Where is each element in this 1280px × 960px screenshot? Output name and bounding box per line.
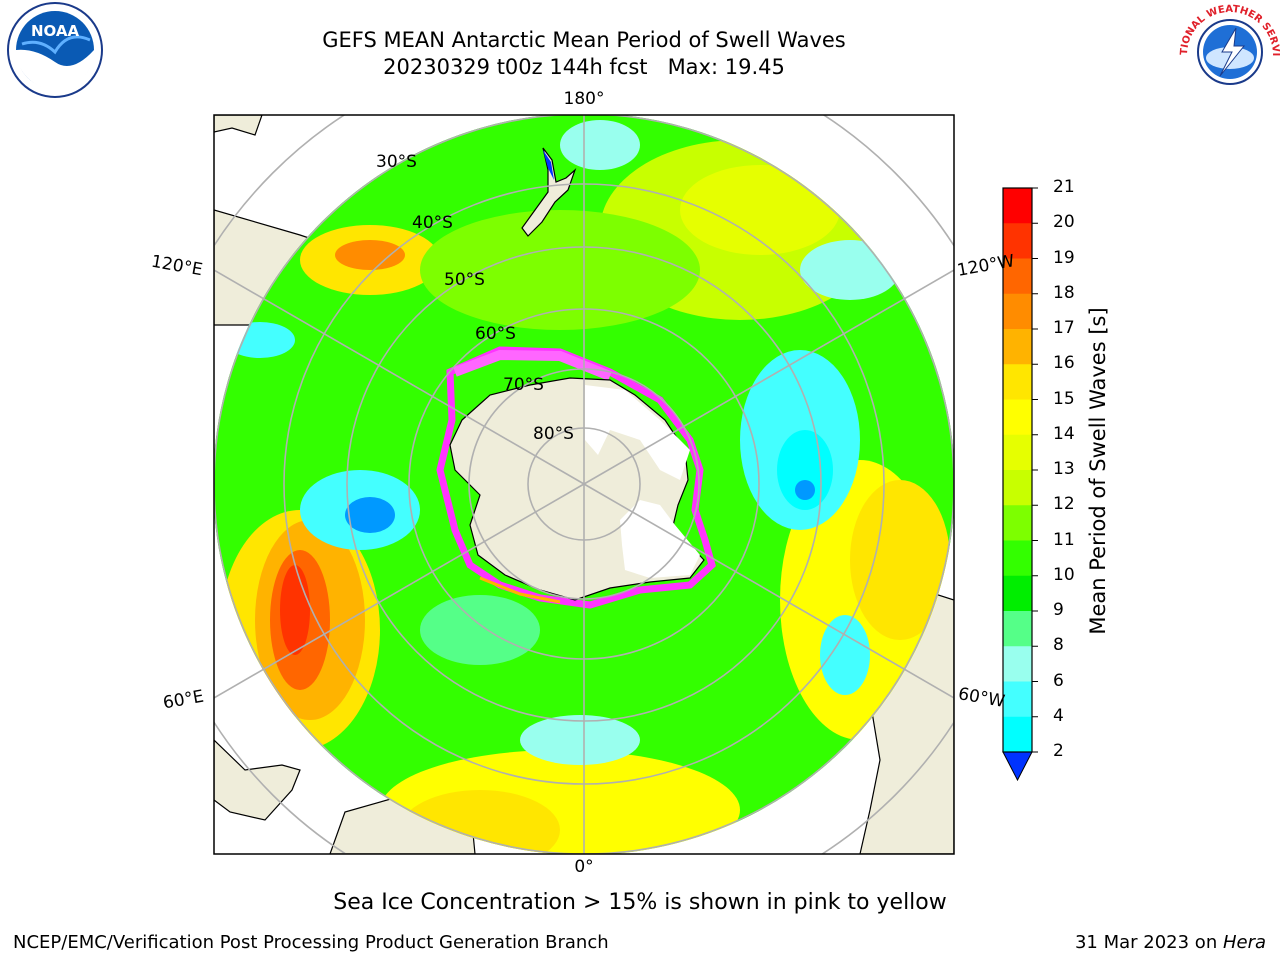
map-frame xyxy=(213,114,955,855)
colorbar-tick-label: 17 xyxy=(1053,318,1075,338)
producer-credit: NCEP/EMC/Verification Post Processing Pr… xyxy=(13,932,609,953)
colorbar-tick-label: 10 xyxy=(1053,564,1075,585)
colorbar-segment xyxy=(1003,188,1032,224)
colorbar-tick-label: 14 xyxy=(1053,423,1075,444)
noaa-logo-text: NOAA xyxy=(31,22,80,40)
colorbar-segment xyxy=(1003,293,1032,330)
chart-title: GEFS MEAN Antarctic Mean Period of Swell… xyxy=(322,28,846,52)
parallel-label-40s: 40°S xyxy=(412,213,453,233)
colorbar-segment xyxy=(1003,575,1032,612)
colorbar-title: Mean Period of Swell Waves [s] xyxy=(1086,307,1110,635)
run-date-credit: 31 Mar 2023 on Hera xyxy=(1075,932,1266,953)
colorbar-tick-label: 20 xyxy=(1053,212,1075,233)
colorbar-extend-arrow xyxy=(1002,751,1033,782)
parallel-label-80s: 80°S xyxy=(533,424,574,444)
colorbar-segment xyxy=(1003,258,1032,295)
colorbar-tick-label: 15 xyxy=(1053,388,1075,409)
colorbar-tick-label: 16 xyxy=(1053,353,1075,374)
colorbar-tick-label: 19 xyxy=(1053,247,1075,268)
colorbar-tick-label: 21 xyxy=(1053,177,1075,197)
colorbar-tick-label: 4 xyxy=(1053,705,1064,726)
chart-subtitle: 20230329 t00z 144h fcst Max: 19.45 xyxy=(383,55,785,79)
colorbar-segment xyxy=(1003,364,1032,400)
colorbar-tick-label: 6 xyxy=(1053,670,1064,691)
meridian-label-180: 180° xyxy=(563,89,605,109)
sea-ice-footnote: Sea Ice Concentration > 15% is shown in … xyxy=(333,890,947,915)
colorbar-tick-label: 18 xyxy=(1053,282,1075,303)
parallel-label-50s: 50°S xyxy=(444,270,485,290)
colorbar-segment xyxy=(1003,434,1032,471)
colorbar-tick-label: 12 xyxy=(1053,494,1075,515)
colorbar-segment xyxy=(1003,716,1032,753)
colorbar xyxy=(1002,187,1038,782)
colorbar-segment xyxy=(1003,329,1032,365)
colorbar-tick-label: 11 xyxy=(1053,529,1075,550)
noaa-logo: NOAA xyxy=(7,2,103,98)
colorbar-segment xyxy=(1003,399,1032,436)
colorbar-tick-label: 9 xyxy=(1053,600,1064,620)
colorbar-segment xyxy=(1003,540,1032,577)
colorbar-segment xyxy=(1003,611,1032,647)
run-date: 31 Mar 2023 on xyxy=(1074,932,1223,953)
colorbar-tick-label: 8 xyxy=(1053,635,1064,656)
parallel-label-70s: 70°S xyxy=(503,375,544,395)
host-name: Hera xyxy=(1222,932,1266,953)
colorbar-segment xyxy=(1003,223,1032,259)
colorbar-segment xyxy=(1003,470,1032,506)
parallel-label-60s: 60°S xyxy=(475,324,516,344)
map-panel xyxy=(214,115,954,854)
meridian-label-0: 0° xyxy=(574,857,594,877)
colorbar-segment xyxy=(1003,646,1032,682)
parallel-label-30s: 30°S xyxy=(376,152,417,172)
graticule xyxy=(214,115,954,854)
colorbar-tick-label: 2 xyxy=(1053,741,1064,761)
colorbar-tick-label: 13 xyxy=(1053,459,1075,479)
colorbar-segment xyxy=(1003,681,1032,718)
colorbar-segment xyxy=(1003,505,1032,541)
